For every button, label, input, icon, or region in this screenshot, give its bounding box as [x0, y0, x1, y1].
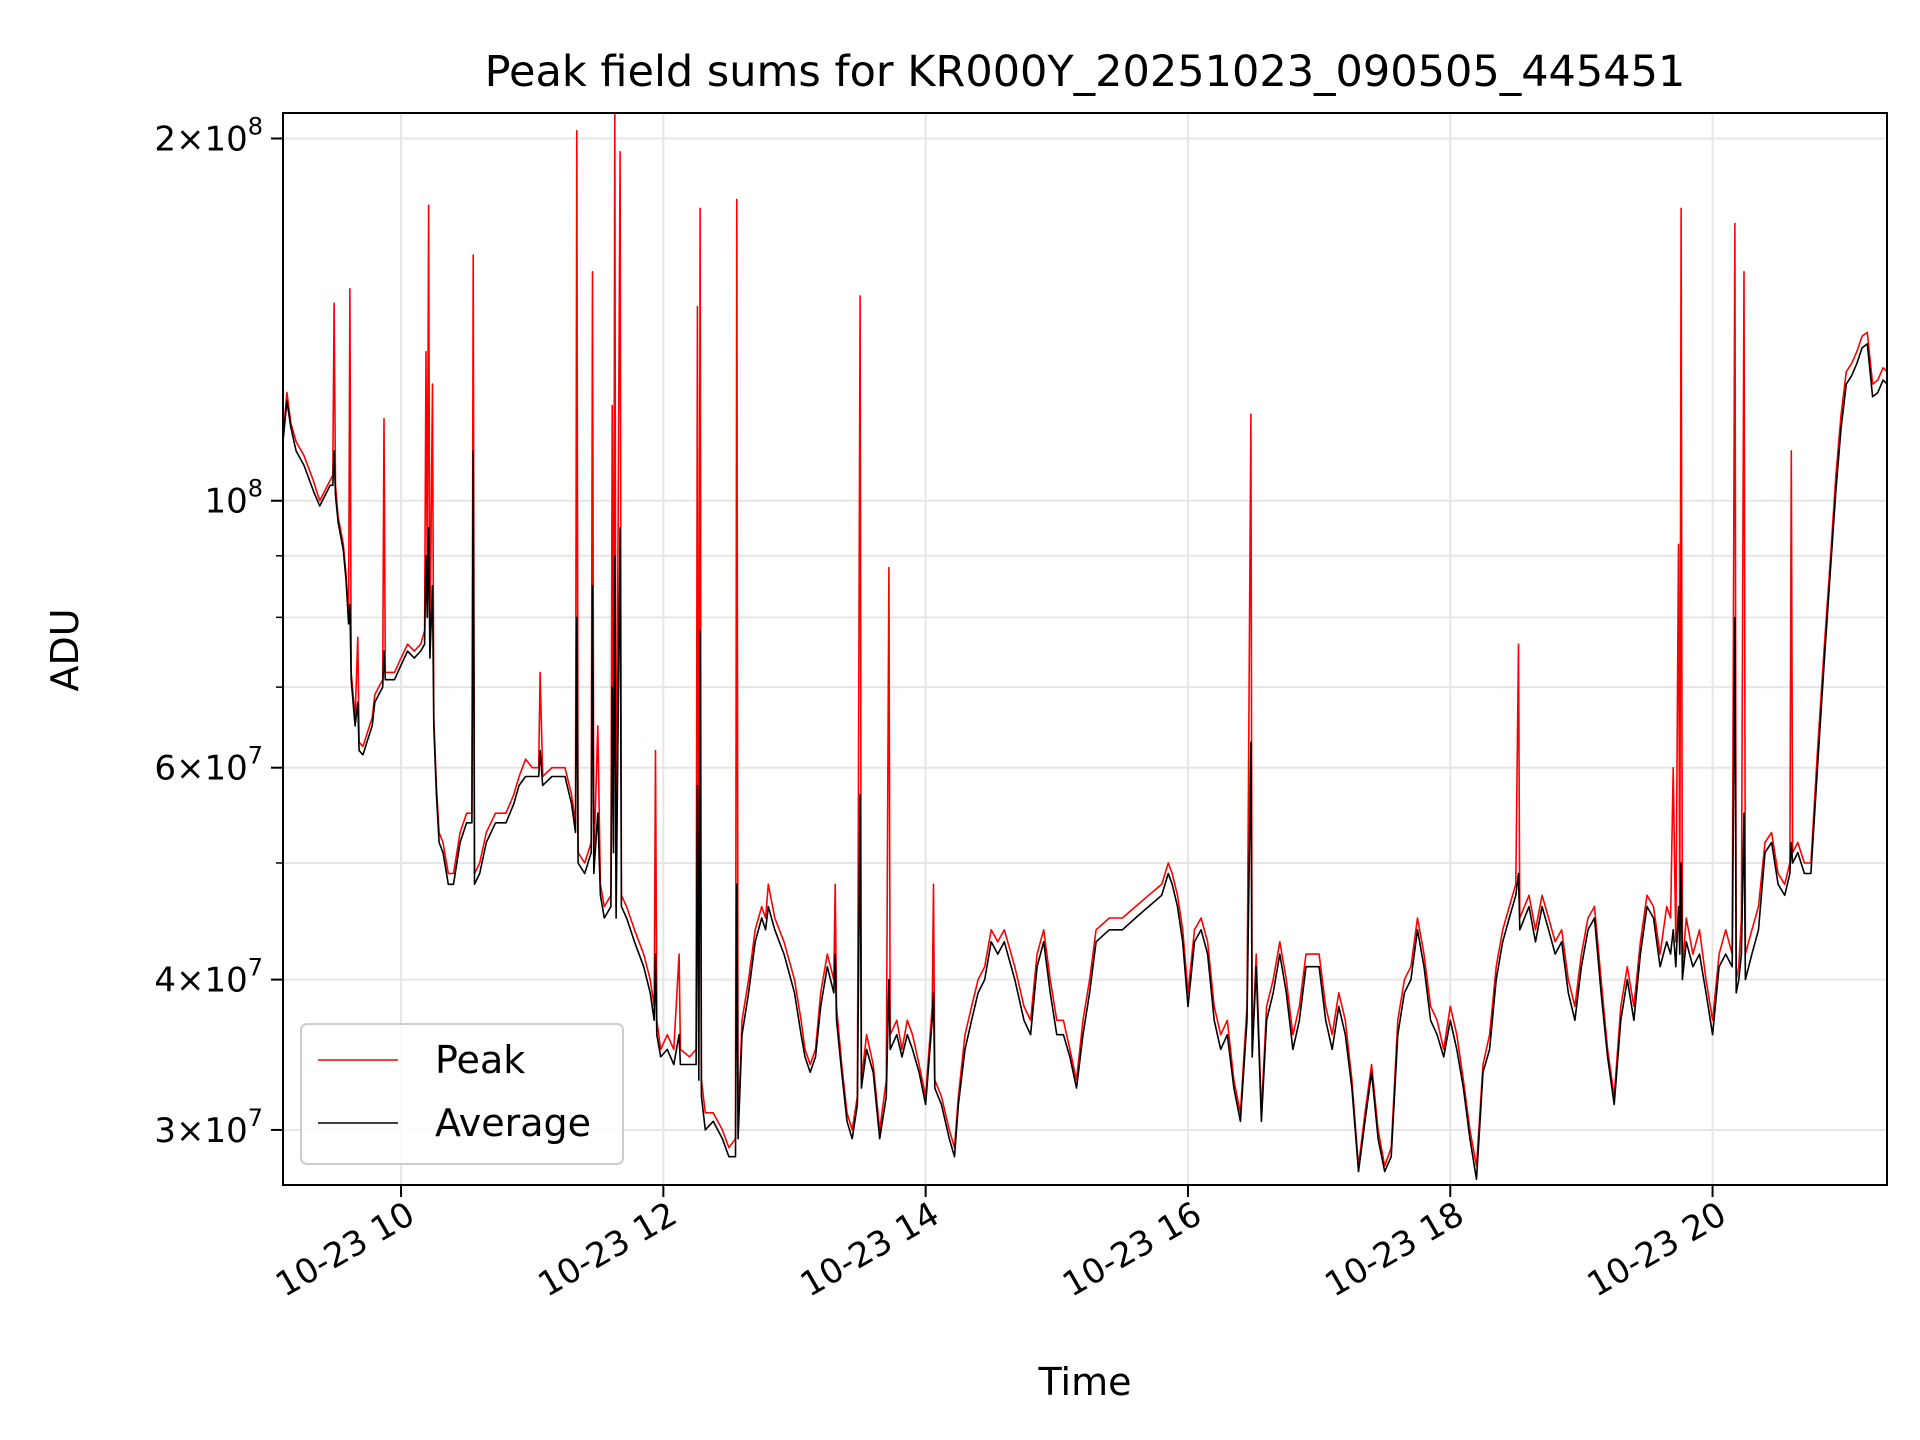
- legend: Peak Average: [300, 1023, 624, 1165]
- y-tick-label: 6×107: [154, 742, 263, 789]
- y-axis: 3×107 4×107 6×107 108 2×108: [154, 112, 283, 1151]
- x-axis-label: Time: [1038, 1360, 1132, 1404]
- series-group: [283, 113, 1887, 1180]
- legend-box: [300, 1023, 624, 1165]
- legend-label-peak: Peak: [435, 1038, 525, 1082]
- legend-label-average: Average: [435, 1101, 591, 1145]
- y-tick-label: 3×107: [154, 1104, 263, 1151]
- y-tick-label: 4×107: [154, 954, 263, 1001]
- y-axis-label: ADU: [43, 608, 87, 691]
- plot-frame: [282, 112, 1888, 1186]
- series-line-average: [283, 343, 1887, 1180]
- chart-title: Peak field sums for KR000Y_20251023_0905…: [485, 47, 1686, 97]
- y-tick-label: 108: [204, 475, 263, 522]
- series-line-peak: [283, 113, 1887, 1167]
- y-tick-label: 2×108: [154, 112, 263, 159]
